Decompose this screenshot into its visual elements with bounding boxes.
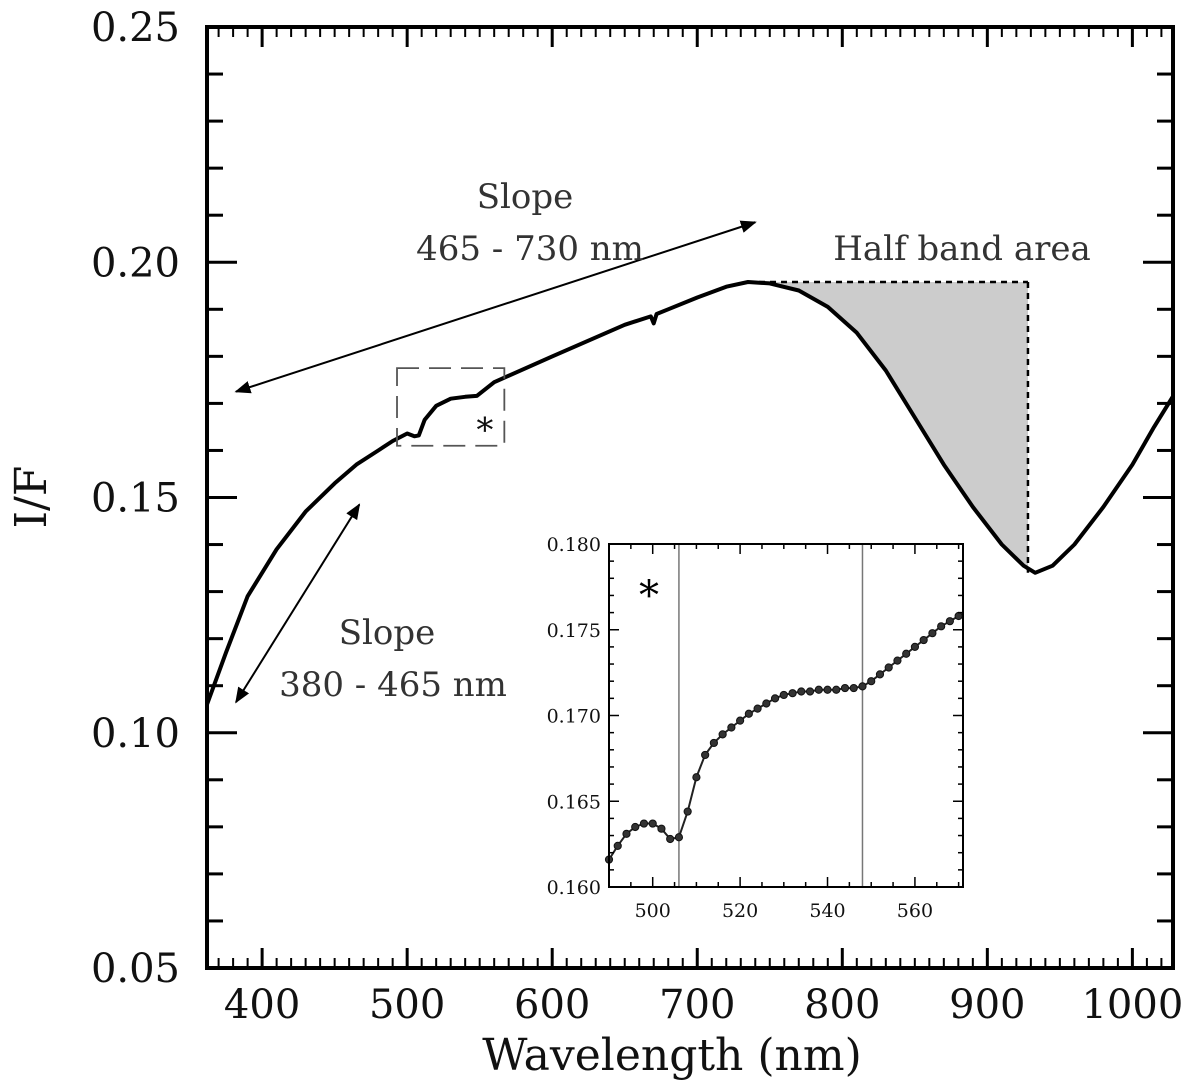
inset-data-point [867,677,876,686]
half-band-area-fill [748,282,1028,573]
slope-short-label-line1: Slope [339,613,436,653]
inset-data-point [666,834,675,844]
inset-y-tick-label: 0.160 [547,877,601,899]
inset-data-point [893,656,902,665]
inset-data-point [840,683,850,693]
inset-data-point [692,773,701,782]
y-tick-labels: 0.05 0.10 0.15 0.20 0.25 [91,5,180,992]
slope-465-730-arrow [234,220,757,394]
inset-data-point [762,699,771,708]
slope-380-465-arrow [235,503,361,704]
inset-data-point [902,649,911,658]
inset-chart: 500 520 540 560 0.160 0.165 0.170 0.175 … [547,534,964,922]
y-axis-title: I/F [6,466,57,529]
x-tick-label: 500 [369,982,445,1028]
inset-data-point [797,687,806,696]
inset-data-point [727,723,736,732]
inset-data-point [622,829,631,838]
inset-data-point [910,642,920,652]
inset-data-point [744,709,753,718]
inset-data-point [648,819,657,828]
inset-data-point [928,629,937,638]
inset-data-point [945,617,954,626]
x-tick-label: 1000 [1081,982,1183,1028]
y-tick-label: 0.20 [91,240,180,286]
inset-data-points [604,611,963,864]
inset-data-point [779,690,788,700]
inset-data-point [823,685,832,694]
inset-background [609,544,963,887]
inset-y-tick-label: 0.175 [547,620,601,642]
inset-data-point [639,819,649,828]
slope-short-label-line2: 380 - 465 nm [279,665,507,705]
x-tick-label: 900 [949,982,1025,1028]
inset-data-point [832,685,841,694]
inset-data-point [805,687,815,696]
x-tick-labels: 400 500 600 700 800 900 1000 [224,982,1183,1028]
x-tick-label: 600 [514,982,590,1028]
x-tick-label: 800 [804,982,880,1028]
inset-data-point [657,824,666,833]
x-tick-label: 400 [224,982,300,1028]
inset-data-point [788,689,797,698]
inset-data-point [814,685,823,694]
inset-data-point [701,750,710,760]
inset-data-point [875,670,885,679]
x-axis-title: Wavelength (nm) [482,1030,862,1081]
y-tick-label: 0.10 [91,711,180,757]
slope-long-label-line1: Slope [477,177,574,217]
inset-data-point [849,683,858,693]
x-tick-label: 700 [659,982,735,1028]
inset-data-point [718,730,727,739]
inset-y-tick-label: 0.165 [547,791,601,813]
inset-data-point [954,611,963,621]
zoom-region-marker: * [476,411,493,451]
y-tick-label: 0.25 [91,5,180,51]
inset-marker: * [639,573,659,619]
main-axis-ticks [207,25,1173,970]
inset-axis-ticks [608,543,963,888]
inset-x-tick-label: 560 [897,900,933,922]
inset-data-point [683,807,692,816]
inset-x-tick-label: 540 [809,900,845,922]
inset-data-point [753,704,762,713]
inset-data-point [919,635,928,645]
inset-x-tick-label: 500 [635,900,671,922]
y-tick-label: 0.15 [91,476,180,522]
inset-y-tick-label: 0.180 [547,534,601,556]
inset-data-point [709,738,718,748]
slope-long-label-line2: 465 - 730 nm [416,229,644,269]
y-tick-label: 0.05 [91,946,180,992]
inset-x-tick-label: 520 [722,900,758,922]
half-band-area-label: Half band area [833,229,1091,269]
inset-data-point [736,716,745,725]
inset-data-point [770,694,780,703]
inset-y-tick-label: 0.170 [547,706,601,728]
inset-data-point [631,822,640,832]
inset-y-tick-labels: 0.160 0.165 0.170 0.175 0.180 [547,534,601,899]
inset-data-point [674,833,684,842]
inset-data-point [937,622,946,631]
inset-data-point [858,682,867,691]
inset-x-tick-labels: 500 520 540 560 [635,900,933,922]
inset-data-point [884,663,893,672]
inset-data-point [613,841,622,850]
